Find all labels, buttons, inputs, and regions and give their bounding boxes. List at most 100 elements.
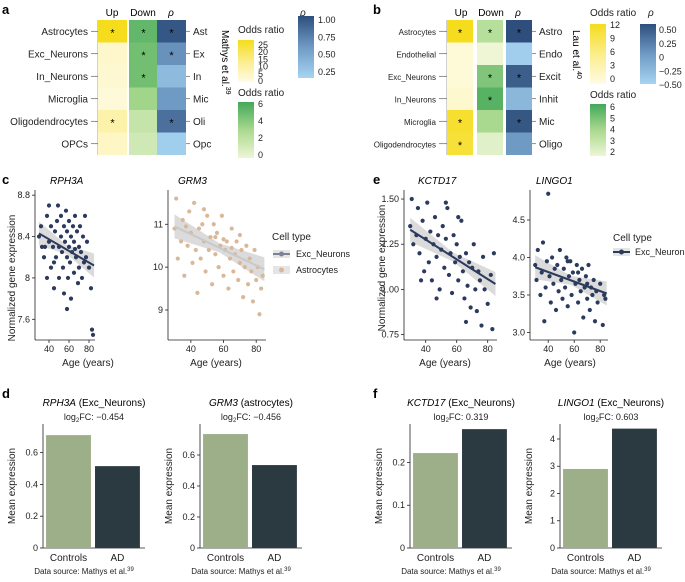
- heatmap-b-star: *: [517, 72, 522, 84]
- bar-f1-bar-controls: [413, 453, 458, 548]
- heatmap-b-legend-down-tick: 5: [610, 113, 615, 123]
- heatmap-a-legend-rho-tick: 0.25: [318, 67, 336, 77]
- bar-f1-ytick-label: 0.2: [392, 457, 405, 467]
- bar-d2-bar-ad: [252, 465, 297, 548]
- heatmap-a-cell-up: [98, 65, 127, 88]
- scatter-c2-point: [229, 245, 234, 250]
- heatmap-a-source-label: Mathys et al.: [219, 30, 230, 87]
- scatter-c2-point: [206, 247, 211, 253]
- scatter-c1-point: [66, 218, 72, 224]
- scatter-e2-point: [570, 270, 576, 275]
- scatter-c2-point: [178, 239, 184, 244]
- scatter-c1-point: [84, 239, 90, 244]
- heatmap-b-row-abbrev: Mic: [539, 117, 555, 128]
- heatmap-b-cell-down: [477, 65, 503, 88]
- bar-d1-ytick-label: 0.4: [25, 479, 38, 489]
- scatter-c1-point: [59, 249, 65, 255]
- heatmap-a-star: *: [169, 117, 174, 129]
- heatmap-a-row-label: In_Neurons: [36, 72, 88, 83]
- bar-d1-title-cell: (Exc_Neurons): [76, 398, 145, 409]
- bar-d2-source: Data source: Mathys et al.39: [191, 567, 291, 576]
- heatmap-a-row-label: Exc_Neurons: [28, 49, 88, 60]
- bar-f2-category-label: AD: [628, 553, 642, 564]
- scatter-e1-point: [456, 278, 461, 283]
- bar-d2-ylabel: Mean expression: [164, 448, 175, 524]
- panel-label-f: f: [373, 386, 378, 401]
- scatter-e1-point: [449, 290, 455, 296]
- heatmap-a-cell-down: [129, 110, 158, 133]
- scatter-c1-point: [38, 224, 44, 229]
- scatter-e2-point: [539, 270, 544, 275]
- heatmap-b-legend-rho-title: ρ: [647, 8, 654, 19]
- panel-label-a: a: [2, 2, 10, 17]
- panel-label-d: d: [2, 386, 10, 401]
- bar-f1-source-text: Data source: Mathys et al.: [401, 567, 494, 576]
- scatter-e2-point: [592, 319, 598, 324]
- scatter-e2-ytick-label: 3.0: [512, 328, 525, 338]
- heatmap-b-row-abbrev: Excit: [539, 72, 561, 83]
- scatter-e2-point: [544, 259, 550, 264]
- bar-d2-fc-log: log: [221, 412, 233, 422]
- bar-d2-fc-value: FC: −0.456: [236, 412, 281, 422]
- heatmap-b-star: *: [458, 140, 463, 152]
- scatter-e2-xtick-label: 80: [595, 344, 605, 354]
- scatter-e2-point: [587, 307, 592, 313]
- bar-d1-ytick-label: 0.6: [25, 448, 38, 458]
- scatter-c2-point: [237, 260, 242, 265]
- scatter-c2-point: [185, 243, 190, 248]
- scatter-e1-point: [446, 272, 452, 278]
- bar-f2-fc-log: log: [584, 412, 596, 422]
- bar-f2-bar-ad: [612, 428, 657, 548]
- scatter-c-legend-label-exc: Exc_Neurons: [296, 249, 351, 259]
- bar-f1-ytick-label: 0: [400, 543, 405, 553]
- scatter-c1-ytick-label: 7.6: [17, 314, 30, 324]
- scatter-e2-point: [586, 262, 591, 268]
- heatmap-b-row-abbrev: Oligo: [539, 139, 563, 150]
- bar-d1-category-label: AD: [111, 553, 125, 564]
- scatter-c2-point: [211, 222, 216, 227]
- scatter-e2-point: [574, 262, 579, 268]
- heatmap-b-cell-down: [477, 42, 503, 65]
- heatmap-b-legend-rho-tick: −0.25: [659, 66, 682, 76]
- heatmap-b-cell-rho: [506, 132, 532, 155]
- scatter-c1-point: [83, 255, 89, 260]
- heatmap-a-source: Mathys et al.39: [219, 30, 231, 95]
- heatmap-b-legend-rho-tick: 0.25: [659, 39, 677, 49]
- heatmap-a-legend-up-tick: 0: [258, 76, 263, 86]
- heatmap-b-cell-down: [477, 132, 503, 155]
- heatmap-b-star: *: [458, 117, 463, 129]
- scatter-e1-xtick-label: 80: [483, 344, 493, 354]
- bar-d1-category-label: Controls: [50, 553, 87, 564]
- panel-label-e: e: [373, 172, 380, 187]
- scatter-c1-xtick-label: 60: [64, 344, 74, 354]
- bar-d2-source-text: Data source: Mathys et al.: [191, 567, 284, 576]
- scatter-c1-ytick-label: 8.4: [17, 232, 30, 242]
- scatter-e2-xtick-label: 60: [569, 344, 579, 354]
- heatmap-b-row-abbrev: Astro: [539, 27, 563, 38]
- scatter-c2-point: [229, 226, 234, 231]
- scatter-c1-point: [50, 244, 56, 249]
- scatter-c1-point: [46, 203, 52, 208]
- scatter-c2-point: [226, 286, 231, 291]
- bar-f2: LINGO1 (Exc_Neurons)log2FC: 0.60301234Co…: [524, 398, 664, 576]
- scatter-e1-ytick-label: 1.00: [381, 284, 399, 294]
- scatter-e1-point: [465, 283, 470, 288]
- scatter-e2-point: [603, 296, 608, 301]
- scatter-c1-point: [86, 265, 92, 270]
- heatmap-b-cell-down: [477, 20, 503, 43]
- heatmap-a-row-label: Astrocytes: [41, 27, 88, 38]
- heatmap-b-cell-up: [447, 110, 473, 133]
- heatmap-a-legend-rho-bar: [298, 16, 314, 78]
- heatmap-b-cell-down: [477, 110, 503, 133]
- heatmap-a-cell-up: [98, 87, 127, 110]
- heatmap-b-cell-up: [447, 42, 473, 65]
- bar-f1-ylabel: Mean expression: [374, 448, 385, 524]
- heatmap-a-star: *: [141, 27, 146, 39]
- scatter-e1-point: [411, 242, 416, 247]
- scatter-c2-point: [192, 200, 197, 205]
- scatter-e1-point: [474, 308, 479, 314]
- scatter-e2-point: [595, 300, 600, 305]
- heatmap-b-source: Lau et al.40: [570, 30, 582, 79]
- scatter-e2-point: [565, 259, 570, 264]
- scatter-e1-point: [454, 242, 459, 247]
